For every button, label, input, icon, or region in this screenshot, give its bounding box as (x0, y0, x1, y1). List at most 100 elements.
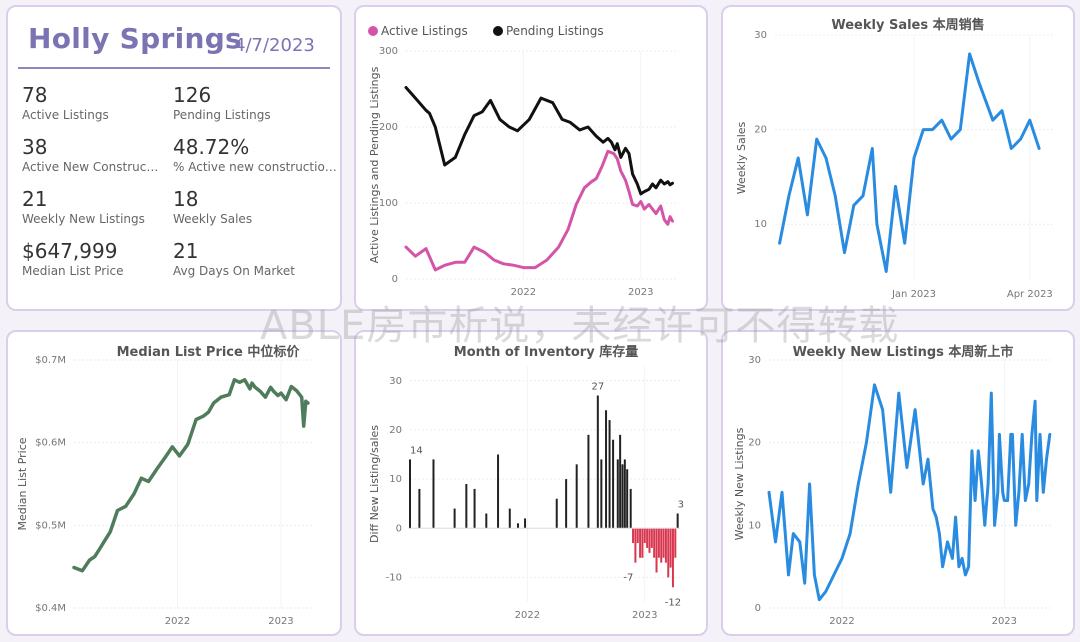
bar (639, 528, 642, 558)
chart-title: Median List Price 中位标价 (117, 344, 301, 360)
series-line (778, 52, 1041, 273)
data-label: 27 (591, 382, 604, 393)
y-tick-label: 10 (754, 219, 767, 230)
chart-title: Month of Inventory 库存量 (454, 344, 638, 360)
x-tick-label: 2023 (632, 610, 657, 621)
kpi-label: Active Listings (22, 108, 109, 122)
kpi-label: Avg Days On Market (173, 264, 295, 278)
y-tick-label: 300 (379, 46, 398, 57)
bar (641, 528, 644, 558)
bar (524, 518, 527, 529)
bar (432, 459, 435, 529)
y-tick-label: 0 (396, 523, 402, 534)
bar (657, 528, 660, 558)
bar (664, 528, 667, 563)
kpi-avg-days-on-market: 21 Avg Days On Market (173, 239, 325, 279)
chart-title: Weekly Sales 本周销售 (831, 17, 984, 33)
report-date: 4/7/2023 (234, 35, 315, 56)
bar (409, 459, 411, 529)
kpi-median-list-price: $647,999 Median List Price (22, 239, 174, 279)
legend-label: Active Listings (381, 24, 468, 38)
x-tick-label: 2022 (165, 616, 190, 627)
kpi-pending-listings: 126 Pending Listings (173, 83, 325, 123)
y-axis-label: Median List Price (16, 437, 29, 530)
y-tick-label: 200 (379, 122, 398, 133)
title-divider (18, 67, 330, 69)
kpi-label: % Active new constructions (173, 160, 338, 174)
y-tick-label: $0.7M (35, 355, 66, 366)
series-line (404, 149, 674, 272)
y-tick-label: 20 (389, 425, 402, 436)
y-tick-label: 10 (389, 474, 402, 485)
kpi-value: $647,999 (22, 239, 118, 263)
x-tick-label: 2023 (992, 616, 1017, 627)
inventory-panel: -10 0 10 20 30 2022 2023 Month of Inventory 库存量… (354, 330, 708, 636)
median-price-chart: $0.4M $0.5M $0.6M $0.7M 2022 2023 Median List … (16, 344, 312, 627)
bar (674, 528, 677, 558)
kpi-label: Weekly Sales (173, 212, 253, 226)
data-label: 14 (410, 445, 423, 456)
y-tick-label: 30 (754, 30, 767, 41)
data-label: -12 (665, 597, 681, 608)
y-tick-label: 20 (748, 438, 761, 449)
x-tick-label: Apr 2023 (1007, 289, 1053, 300)
x-tick-label: 2023 (628, 287, 653, 298)
kpi-value: 48.72% (173, 135, 250, 159)
bar (671, 528, 674, 588)
bar (587, 434, 590, 529)
bar (612, 439, 615, 529)
inventory-chart: -10 0 10 20 30 2022 2023 Month of Inventory 库存量… (368, 344, 684, 621)
weekly-new-listings-panel: 0 10 20 30 2022 2023 Weekly New Listings 本周新上市… (721, 330, 1075, 636)
kpi-pct-new-construction: 48.72% % Active new constructions (173, 135, 338, 175)
bar (643, 528, 646, 543)
y-tick-label: 10 (748, 520, 761, 531)
bar (669, 528, 672, 568)
bar (621, 464, 624, 529)
bar (648, 528, 651, 553)
kpi-label: Median List Price (22, 264, 124, 278)
bar (418, 488, 421, 529)
bar (655, 528, 658, 573)
y-tick-label: 30 (748, 355, 761, 366)
kpi-value: 126 (173, 83, 212, 107)
bar (596, 395, 599, 529)
y-tick-label: 20 (754, 125, 767, 136)
kpi-active-listings: 78 Active Listings (22, 83, 174, 123)
bar (629, 488, 632, 529)
y-tick-label: $0.5M (35, 520, 66, 531)
bar (608, 420, 611, 529)
bar (508, 508, 511, 529)
bar (465, 484, 468, 529)
bar (473, 488, 476, 529)
kpi-card: Holly Springs 4/7/2023 78 Active Listing… (6, 5, 342, 311)
bar (517, 523, 519, 529)
median-price-panel: $0.4M $0.5M $0.6M $0.7M 2022 2023 Median List … (6, 330, 342, 636)
kpi-value: 18 (173, 187, 199, 211)
bar (619, 434, 622, 529)
weekly-sales-panel: 10 20 30 Jan 2023 Apr 2023 Weekly Sales 本周销售 W… (721, 5, 1075, 311)
bar (667, 528, 670, 578)
kpi-label: Pending Listings (173, 108, 271, 122)
y-axis-label: Active Listings and Pending Listings (368, 66, 381, 263)
bar (485, 513, 488, 529)
series-line (767, 383, 1052, 602)
y-axis-label: Diff New Listing/sales (368, 425, 381, 543)
bar (676, 513, 679, 529)
x-tick-label: 2022 (829, 616, 854, 627)
listings-chart: 0 100 200 300 2022 2023 Active Listings and Pe… (368, 24, 676, 298)
y-tick-label: 30 (389, 376, 402, 387)
data-label: 3 (678, 500, 684, 511)
bar (626, 469, 629, 529)
x-tick-label: 2022 (511, 287, 536, 298)
weekly-new-listings-chart: 0 10 20 30 2022 2023 Weekly New Listings 本周新上市… (733, 344, 1053, 627)
bar (634, 528, 637, 563)
y-tick-label: 100 (379, 198, 398, 209)
legend-marker (368, 26, 378, 36)
legend-marker (493, 26, 503, 36)
city-title: Holly Springs (28, 22, 243, 55)
kpi-label: Weekly New Listings (22, 212, 145, 226)
bar (616, 459, 619, 529)
bar (565, 479, 568, 529)
bar (662, 528, 665, 558)
series-line (404, 86, 674, 196)
